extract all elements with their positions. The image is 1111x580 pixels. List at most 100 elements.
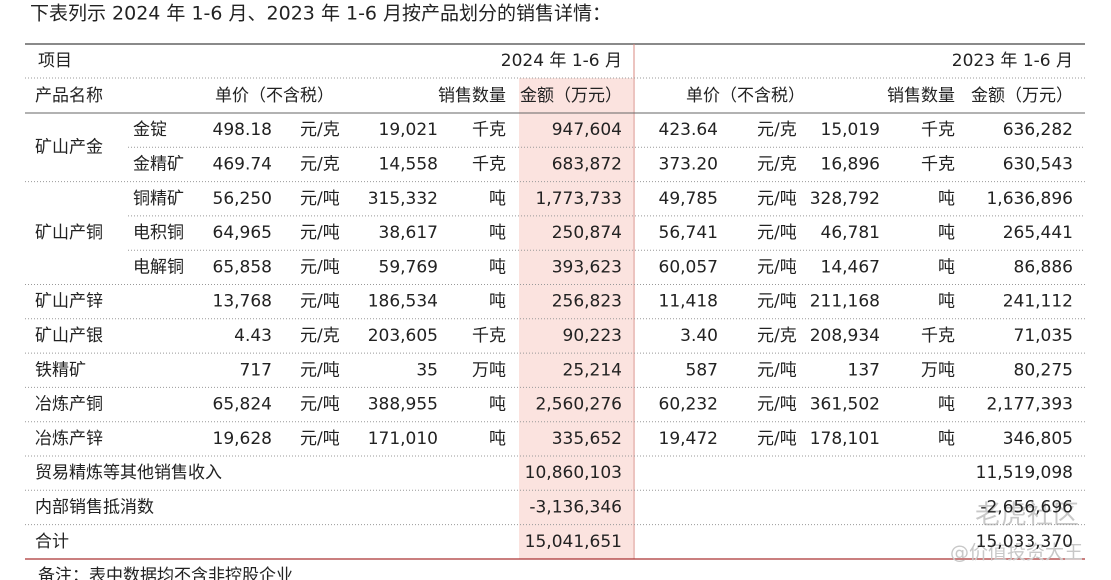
header-col: 销售数量	[887, 86, 955, 106]
header-col: 单价（不含税）	[686, 86, 805, 106]
header-col: 金额（万元）	[971, 86, 1073, 106]
cell: 2,177,393	[986, 395, 1073, 415]
cell: 元/吨	[300, 360, 340, 380]
cell: 498.18	[213, 120, 272, 140]
cell: 19,021	[379, 120, 438, 140]
cell: -2,656,696	[980, 497, 1073, 517]
cell: 元/吨	[757, 189, 797, 209]
cell: 335,652	[552, 429, 622, 449]
cell: 86,886	[1014, 257, 1073, 277]
cell: 315,332	[368, 189, 438, 209]
cell: 393,623	[552, 257, 622, 277]
cell: 千克	[921, 154, 955, 174]
cell: 186,534	[368, 292, 438, 312]
group-name: 矿山产铜	[35, 223, 103, 243]
cell: 717	[240, 360, 272, 380]
cell: 吨	[938, 292, 955, 312]
cell: 65,824	[213, 395, 272, 415]
cell: -3,136,346	[529, 497, 622, 517]
cell: 吨	[938, 395, 955, 415]
cell: 元/吨	[757, 395, 797, 415]
watermark: @价值投资大王	[950, 542, 1083, 564]
cell: 吨	[938, 223, 955, 243]
cell: 15,033,370	[976, 532, 1073, 552]
cell: 千克	[921, 326, 955, 346]
cell: 千克	[472, 154, 506, 174]
cell: 吨	[938, 189, 955, 209]
cell: 元/吨	[757, 429, 797, 449]
header-col: 金额（万元）	[520, 86, 622, 106]
product-name: 电积铜	[133, 223, 184, 243]
cell: 373.20	[659, 154, 718, 174]
group-name: 矿山产金	[35, 137, 103, 157]
cell: 元/吨	[300, 292, 340, 312]
cell: 636,282	[1003, 120, 1073, 140]
cell: 元/克	[757, 154, 797, 174]
cell: 15,041,651	[525, 532, 622, 552]
cell: 元/吨	[757, 257, 797, 277]
header-product: 产品名称	[35, 86, 103, 106]
cell: 吨	[489, 395, 506, 415]
cell: 64,965	[213, 223, 272, 243]
cell: 25,214	[563, 360, 622, 380]
cell: 16,896	[821, 154, 880, 174]
cell: 203,605	[368, 326, 438, 346]
cell: 630,543	[1003, 154, 1073, 174]
cell: 90,223	[563, 326, 622, 346]
cell: 346,805	[1003, 429, 1073, 449]
cell: 元/克	[300, 154, 340, 174]
cell: 683,872	[552, 154, 622, 174]
cell: 59,769	[379, 257, 438, 277]
cell: 1,636,896	[986, 189, 1073, 209]
cell: 4.43	[234, 326, 272, 346]
cell: 元/克	[300, 120, 340, 140]
cell: 11,418	[659, 292, 718, 312]
cell: 吨	[489, 189, 506, 209]
cell: 3.40	[680, 326, 718, 346]
cell: 万吨	[472, 360, 506, 380]
cell: 171,010	[368, 429, 438, 449]
cell: 60,232	[659, 395, 718, 415]
group-name: 矿山产锌	[35, 292, 103, 312]
cell: 35	[416, 360, 438, 380]
cell: 250,874	[552, 223, 622, 243]
cell: 80,275	[1014, 360, 1073, 380]
cell: 千克	[472, 120, 506, 140]
cell: 元/吨	[300, 395, 340, 415]
cell: 元/吨	[757, 292, 797, 312]
cell: 元/克	[757, 120, 797, 140]
total-label: 内部销售抵消数	[35, 497, 154, 517]
cell: 元/吨	[757, 360, 797, 380]
cell: 19,472	[659, 429, 718, 449]
watermark: 老虎社区	[975, 501, 1079, 531]
cell: 1,773,733	[535, 189, 622, 209]
group-name: 铁精矿	[35, 360, 86, 380]
cell: 60,057	[659, 257, 718, 277]
header-period: 2023 年 1-6 月	[952, 51, 1073, 71]
cell: 19,628	[213, 429, 272, 449]
cell: 元/克	[757, 326, 797, 346]
cell: 388,955	[368, 395, 438, 415]
cell: 2,560,276	[535, 395, 622, 415]
highlight-column	[519, 78, 633, 559]
group-name: 冶炼产铜	[35, 395, 103, 415]
header-item: 项目	[38, 51, 72, 71]
product-name: 金精矿	[133, 154, 184, 174]
group-name: 矿山产银	[35, 326, 103, 346]
header-col: 单价（不含税）	[215, 86, 334, 106]
cell: 38,617	[379, 223, 438, 243]
cell: 211,168	[810, 292, 880, 312]
cell: 49,785	[659, 189, 718, 209]
cell: 256,823	[552, 292, 622, 312]
cell: 265,441	[1003, 223, 1073, 243]
cell: 178,101	[810, 429, 880, 449]
page-title: 下表列示 2024 年 1-6 月、2023 年 1-6 月按产品划分的销售详情…	[30, 3, 611, 25]
cell: 241,112	[1003, 292, 1073, 312]
cell: 469.74	[213, 154, 272, 174]
cell: 56,741	[659, 223, 718, 243]
header-period: 2024 年 1-6 月	[501, 51, 622, 71]
cell: 元/吨	[300, 189, 340, 209]
cell: 元/克	[300, 326, 340, 346]
cell: 361,502	[810, 395, 880, 415]
cell: 15,019	[821, 120, 880, 140]
